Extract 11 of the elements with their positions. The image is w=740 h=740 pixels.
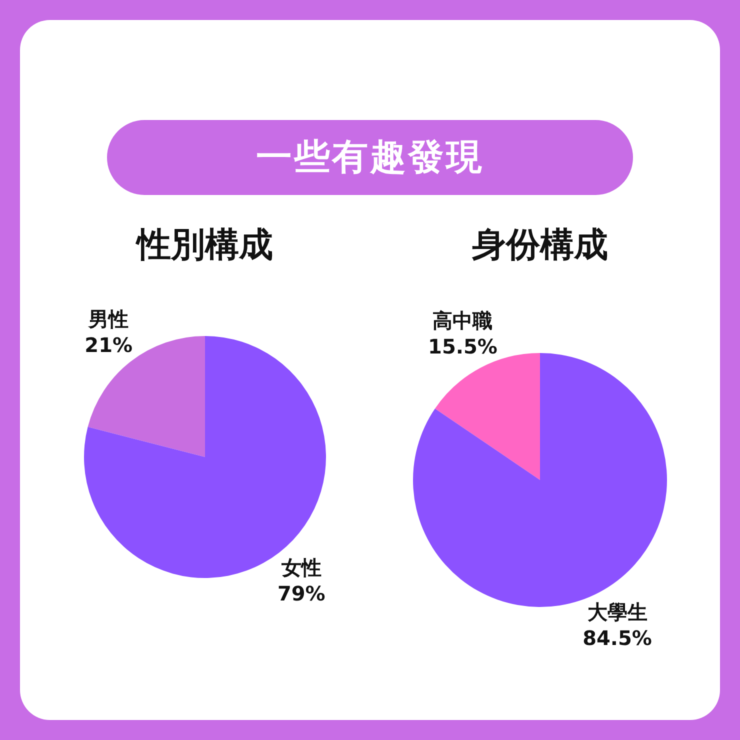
slice-label: 高中職 (432, 308, 493, 332)
slice-label: 男性 (88, 306, 129, 331)
data-label: 15.5% (428, 334, 498, 358)
data-label: 84.5% (582, 626, 652, 650)
data-label: 21% (84, 332, 133, 357)
slice-label: 女性 (280, 555, 322, 580)
slice-label: 大學生 (587, 600, 648, 624)
text: 一些有趣發現 (107, 120, 633, 195)
data-label: 79% (277, 581, 326, 606)
chart-title: 身份構成 (471, 224, 609, 267)
chart-title: 性別構成 (134, 224, 274, 267)
